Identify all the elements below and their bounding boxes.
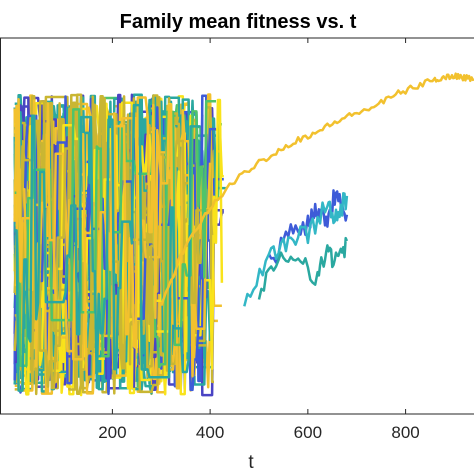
x-axis-label: t xyxy=(248,452,254,473)
series-lines xyxy=(160,72,474,307)
family-line-noisy xyxy=(14,103,201,392)
family-line-noisy xyxy=(14,98,224,396)
x-tick-label: 200 xyxy=(98,423,126,442)
x-tick-label: 800 xyxy=(391,423,419,442)
family-line-series xyxy=(257,236,349,300)
axes-frame xyxy=(0,37,474,415)
family-line-series xyxy=(160,72,474,307)
family-line-noisy xyxy=(14,93,222,395)
x-tick-label: 600 xyxy=(294,423,322,442)
x-ticks: 200 400 600 800 xyxy=(98,38,420,442)
axes-box xyxy=(0,37,474,415)
chart-title: Family mean fitness vs. t xyxy=(120,11,357,33)
x-tick-label: 400 xyxy=(196,423,224,442)
family-line-noisy xyxy=(13,99,212,390)
family-line-series xyxy=(243,192,349,307)
noisy-series-cluster xyxy=(13,93,226,397)
